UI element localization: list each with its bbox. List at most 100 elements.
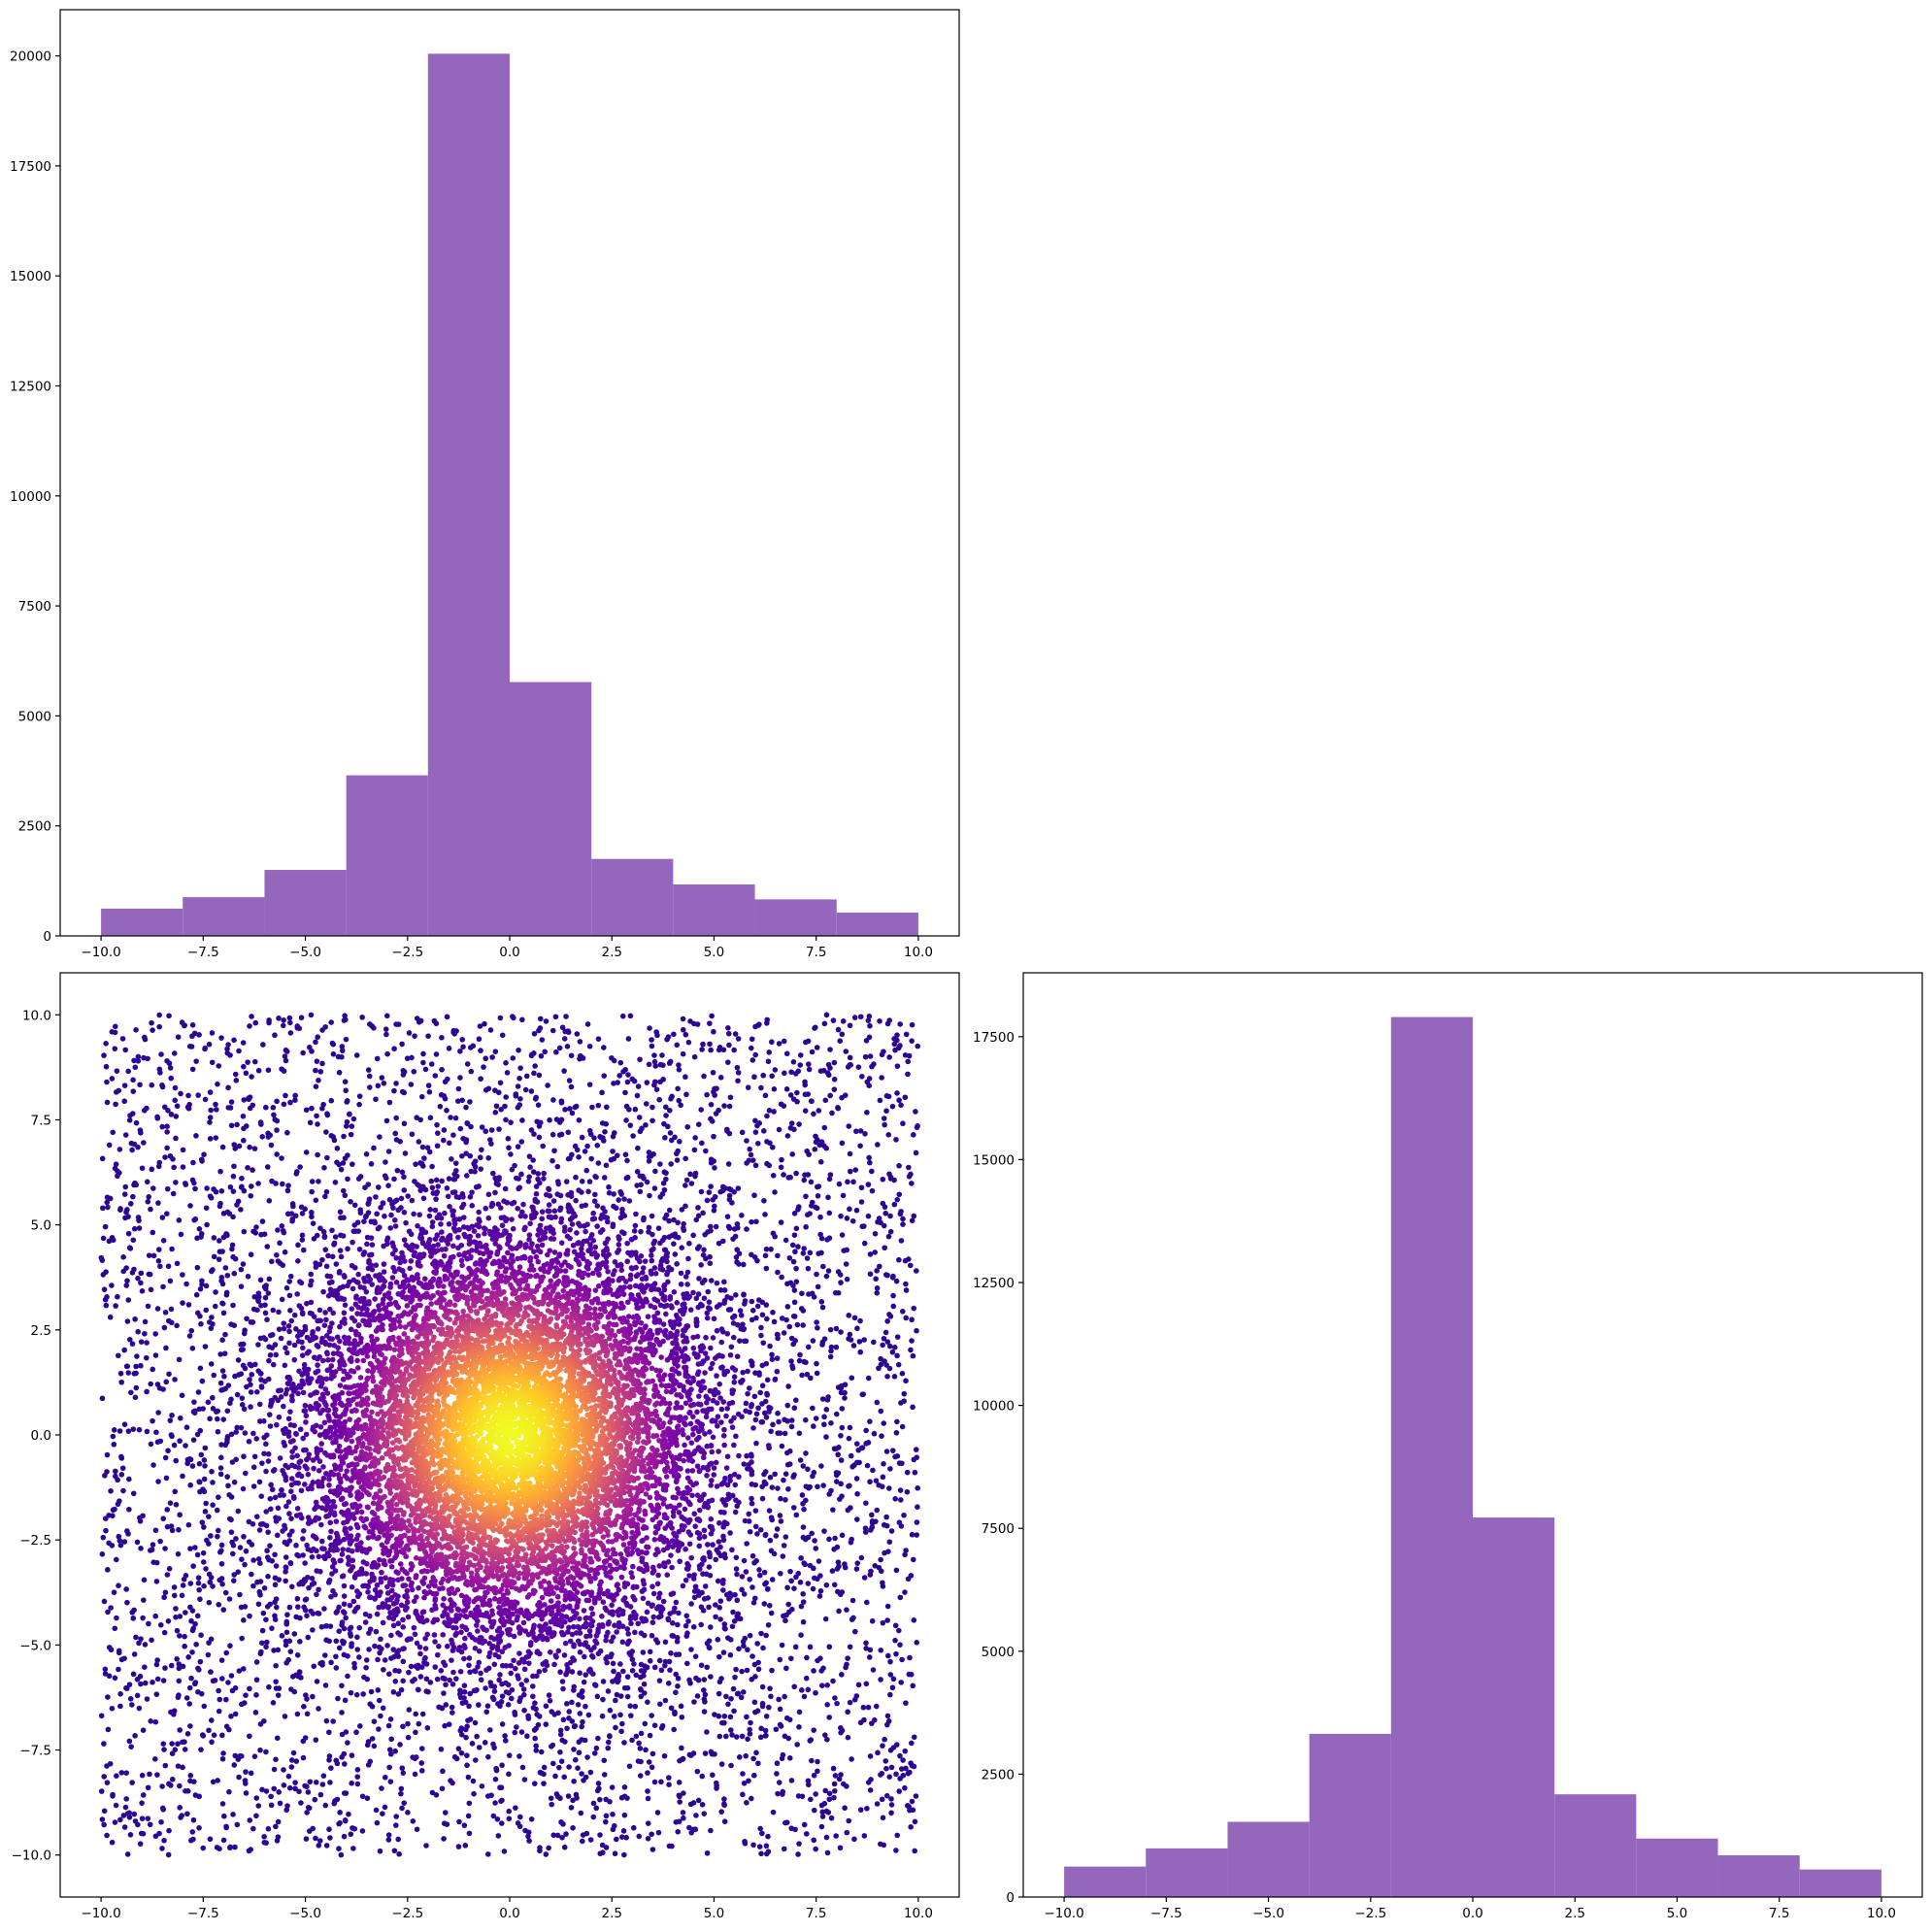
bottom-left-scatter-point	[366, 1073, 373, 1080]
bottom-left-scatter-point	[473, 1757, 479, 1763]
bottom-left-scatter-point	[152, 1527, 159, 1534]
bottom-left-scatter-point	[121, 1421, 128, 1427]
bottom-left-scatter-point	[250, 1319, 256, 1325]
bottom-left-scatter-point	[681, 1227, 687, 1233]
bottom-left-scatter-point	[736, 1452, 742, 1459]
bottom-left-scatter-point	[892, 1047, 898, 1053]
bottom-left-scatter-point	[761, 1601, 768, 1607]
bottom-left-scatter-point	[438, 1668, 445, 1674]
bottom-left-scatter-point	[207, 1119, 213, 1125]
bottom-left-scatter-point	[874, 1399, 881, 1406]
bottom-left-scatter-point	[819, 1809, 826, 1815]
bottom-left-scatter-point	[681, 1220, 686, 1227]
bottom-left-scatter-point	[357, 1723, 363, 1729]
bottom-left-scatter-point	[750, 1842, 756, 1849]
bottom-left-scatter-point	[744, 1799, 749, 1806]
bottom-left-scatter-point	[876, 1482, 882, 1488]
bottom-left-scatter-point	[326, 1729, 332, 1736]
bottom-left-scatter-point	[284, 1803, 290, 1809]
bottom-left-scatter-point	[611, 1668, 616, 1675]
bottom-left-scatter-point	[776, 1780, 782, 1785]
bottom-left-scatter-point	[706, 1604, 712, 1611]
bottom-left-scatter-point	[486, 1727, 493, 1733]
bottom-left-scatter-point	[371, 1718, 378, 1724]
bottom-left-scatter-point	[334, 1796, 341, 1803]
bottom-left-scatter-point	[504, 1199, 511, 1206]
bottom-left-scatter-point	[291, 1342, 298, 1349]
bottom-left-scatter-point	[878, 1677, 883, 1682]
bottom-left-scatter-point	[255, 1298, 262, 1305]
bottom-left-scatter-point	[557, 1727, 564, 1734]
bottom-left-scatter-point	[414, 1640, 420, 1647]
bottom-left-scatter-point	[267, 1506, 274, 1513]
bottom-left-scatter-point	[646, 1158, 652, 1164]
bottom-left-scatter-point	[200, 1549, 207, 1556]
bottom-left-scatter-point	[117, 1816, 123, 1823]
bottom-left-scatter-point	[286, 1604, 293, 1611]
bottom-left-scatter-point	[155, 1410, 161, 1416]
bottom-left-scatter-point	[614, 1152, 620, 1158]
bottom-left-scatter-point	[281, 1320, 287, 1326]
bottom-left-scatter-point	[561, 1068, 567, 1074]
bottom-left-scatter-point	[583, 1672, 589, 1678]
bottom-left-scatter-point	[400, 1658, 407, 1665]
bottom-left-scatter-point	[168, 1782, 174, 1788]
bottom-left-scatter-point	[758, 1850, 764, 1857]
bottom-left-scatter-point	[863, 1441, 869, 1447]
bottom-left-scatter-point	[281, 1068, 287, 1074]
bottom-left-scatter-point	[909, 1217, 916, 1224]
bottom-left-scatter-point	[168, 1662, 175, 1669]
bottom-left-scatter-point	[906, 1671, 913, 1678]
top-left-histogram-bar	[183, 897, 265, 936]
bottom-left-scatter-point	[310, 1627, 316, 1633]
bottom-left-scatter-point	[239, 1635, 245, 1642]
bottom-left-scatter-point	[862, 1131, 868, 1137]
bottom-left-scatter-point	[869, 1168, 875, 1175]
bottom-left-scatter-point	[272, 1582, 279, 1588]
bottom-left-scatter-point	[806, 1066, 813, 1073]
bottom-left-scatter-point	[728, 1418, 734, 1424]
bottom-left-scatter-point	[313, 1264, 319, 1270]
bottom-left-scatter-point	[439, 1035, 445, 1041]
bottom-left-scatter-point	[605, 1745, 612, 1751]
bottom-left-scatter-point	[321, 1234, 328, 1241]
bottom-left-scatter-point	[899, 1656, 905, 1663]
bottom-left-scatter-point	[749, 1251, 754, 1258]
bottom-left-scatter-point	[915, 1484, 921, 1491]
bottom-left-scatter-point	[498, 1106, 504, 1113]
bottom-left-scatter-point	[602, 1129, 608, 1135]
bottom-left-scatter-point	[179, 1392, 185, 1399]
bottom-left-scatter-point	[324, 1154, 330, 1161]
bottom-left-scatter-point	[641, 1681, 648, 1687]
bottom-left-scatter-point	[134, 1539, 141, 1546]
bottom-left-scatter-point	[281, 1229, 287, 1236]
bottom-left-scatter-point	[283, 1564, 289, 1570]
bottom-left-scatter-point	[781, 1543, 787, 1549]
bottom-left-scatter-point	[246, 1438, 252, 1445]
bottom-left-scatter-point	[753, 1411, 760, 1417]
bottom-left-scatter-point	[315, 1121, 320, 1127]
bottom-left-scatter-point	[225, 1042, 231, 1048]
bottom-left-scatter-point	[713, 1602, 718, 1608]
bottom-left-scatter-point	[887, 1691, 893, 1698]
bottom-left-scatter-point	[161, 1837, 167, 1844]
bottom-left-scatter-point	[726, 1225, 733, 1231]
bottom-left-scatter-point	[325, 1252, 331, 1259]
bottom-left-scatter-point	[387, 1716, 394, 1722]
bottom-left-scatter-point	[749, 1218, 754, 1225]
bottom-left-scatter-point	[825, 1268, 832, 1274]
bottom-left-scatter-point	[137, 1673, 144, 1680]
bottom-left-scatter-point	[189, 1033, 195, 1040]
bottom-left-scatter-point	[240, 1040, 247, 1046]
bottom-left-scatter-point	[610, 1660, 616, 1667]
bottom-left-scatter-point	[118, 1455, 125, 1461]
bottom-left-scatter-point	[754, 1531, 760, 1537]
bottom-left-scatter-point	[728, 1727, 734, 1733]
bottom-left-scatter-point	[701, 1534, 708, 1540]
bottom-left-scatter-point	[263, 1509, 270, 1515]
bottom-left-scatter-point	[875, 1218, 881, 1225]
bottom-left-scatter-point	[897, 1487, 904, 1493]
bottom-left-scatter-point	[765, 1621, 772, 1628]
bottom-left-scatter-point	[127, 1201, 134, 1207]
bottom-left-scatter-point	[731, 1617, 738, 1624]
